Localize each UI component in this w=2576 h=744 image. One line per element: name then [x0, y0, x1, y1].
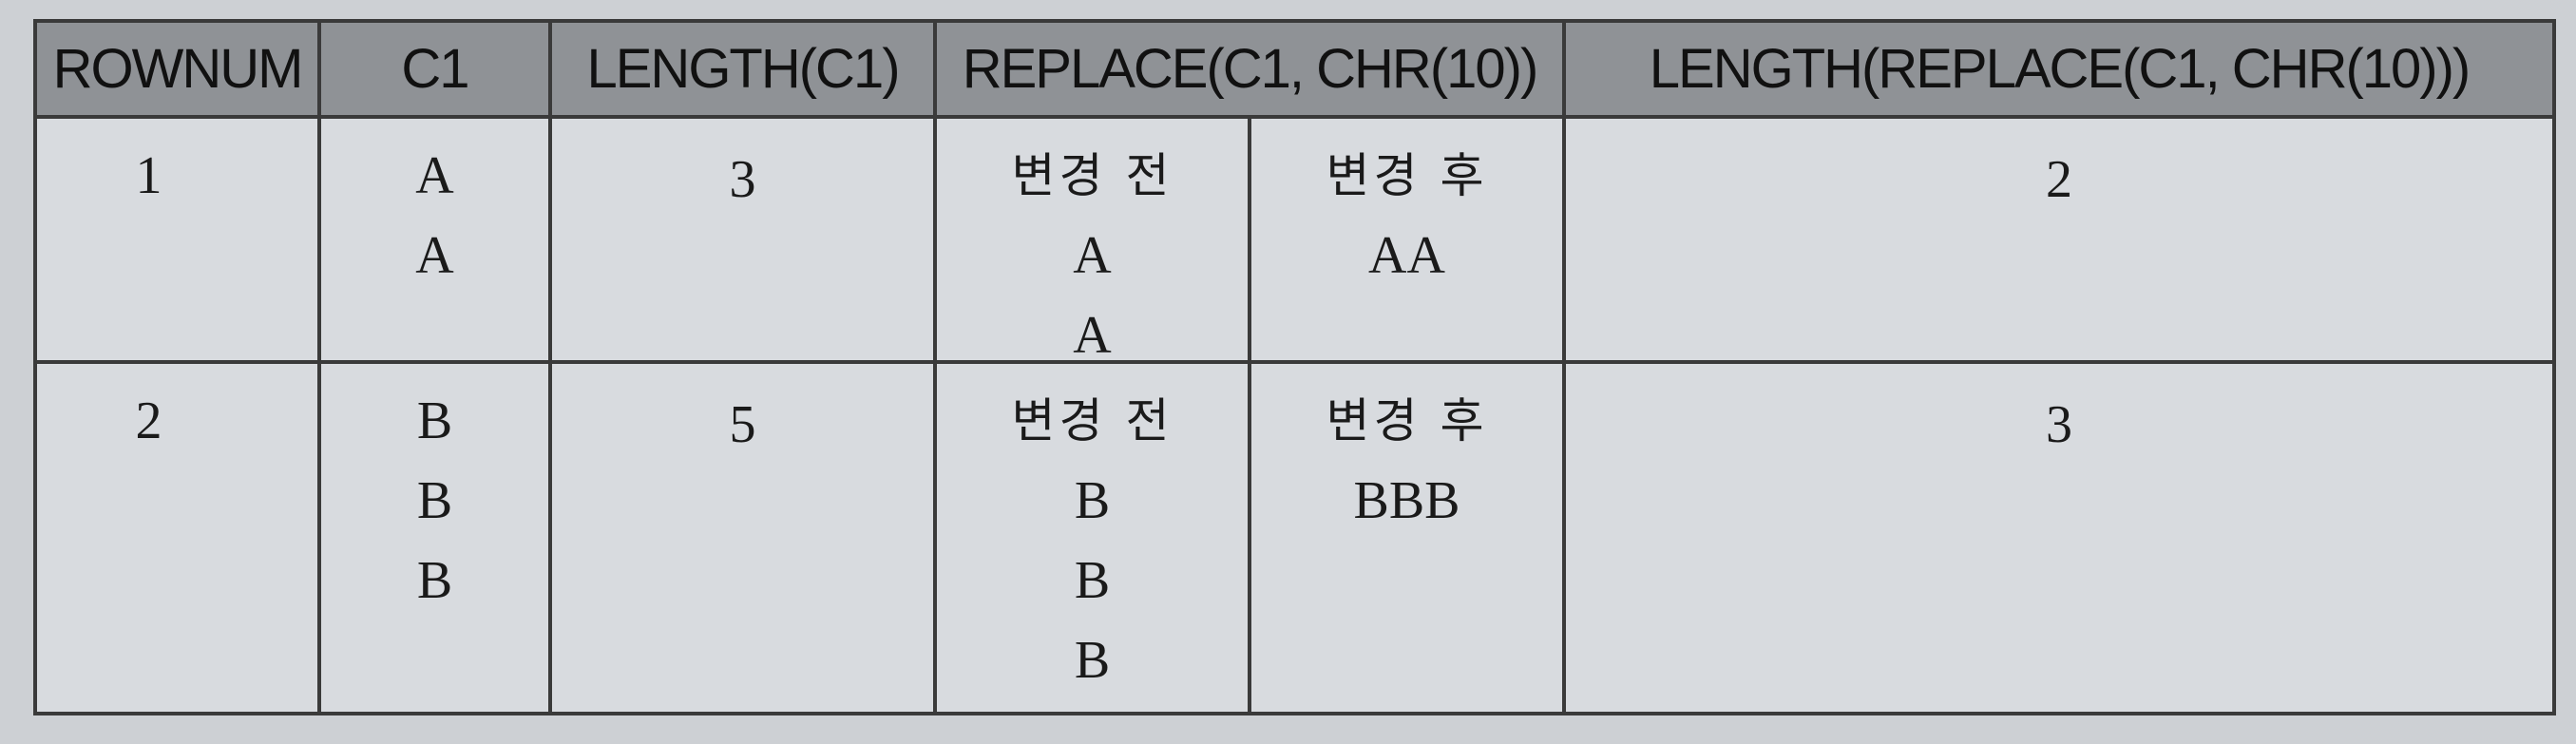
header-length-replace: LENGTH(REPLACE(C1, CHR(10))) [1566, 19, 2556, 119]
after-label: 변경 후 [1326, 148, 1488, 203]
replace-after-cell: 변경 후 AA [1251, 119, 1566, 364]
before-label: 변경 전 [1011, 148, 1174, 203]
table-row: 1 A A 3 변경 전 A A 변경 후 AA 2 [33, 119, 2556, 365]
c1-cell: B B B [321, 364, 552, 715]
length-cell: 3 [552, 119, 937, 364]
before-line: B [1074, 471, 1111, 530]
before-line: B [1074, 551, 1111, 610]
before-line: B [1074, 631, 1111, 690]
results-table: ROWNUM C1 LENGTH(C1) REPLACE(C1, CHR(10)… [33, 19, 2556, 715]
before-line: A [1073, 306, 1112, 365]
replace-before-cell: 변경 전 A A [937, 119, 1251, 365]
c1-line: B [416, 391, 453, 450]
rownum-value: 2 [135, 391, 162, 450]
header-c1: C1 [321, 19, 552, 119]
rownum-cell: 1 [33, 119, 321, 364]
c1-line: B [416, 551, 453, 610]
replace-length-value: 3 [2046, 395, 2072, 454]
header-rownum: ROWNUM [33, 19, 321, 119]
c1-line: B [416, 471, 453, 530]
table-header-row: ROWNUM C1 LENGTH(C1) REPLACE(C1, CHR(10)… [33, 19, 2556, 119]
c1-line: A [415, 146, 454, 205]
header-length-c1: LENGTH(C1) [552, 19, 937, 119]
rownum-cell: 2 [33, 364, 321, 715]
replace-after-cell: 변경 후 BBB [1251, 364, 1566, 715]
header-replace: REPLACE(C1, CHR(10)) [937, 19, 1566, 119]
before-label: 변경 전 [1011, 393, 1174, 448]
replace-before-cell: 변경 전 B B B [937, 364, 1251, 715]
c1-cell: A A [321, 119, 552, 364]
c1-line: A [415, 226, 454, 285]
before-line: A [1073, 226, 1112, 285]
rownum-value: 1 [135, 146, 162, 205]
replace-length-value: 2 [2046, 150, 2072, 209]
length-value: 3 [729, 150, 756, 209]
replace-length-cell: 3 [1566, 364, 2556, 715]
after-label: 변경 후 [1326, 393, 1488, 448]
table-row: 2 B B B 5 변경 전 B B B 변경 후 BBB [33, 364, 2556, 715]
length-cell: 5 [552, 364, 937, 715]
after-line: AA [1368, 226, 1445, 285]
after-line: BBB [1353, 471, 1460, 530]
replace-length-cell: 2 [1566, 119, 2556, 364]
length-value: 5 [729, 395, 756, 454]
